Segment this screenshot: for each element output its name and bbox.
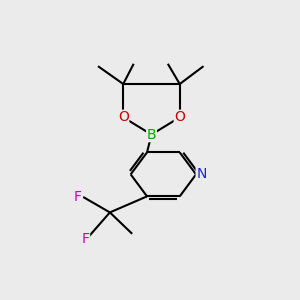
Text: F: F [82,232,89,246]
Text: F: F [74,190,82,204]
Text: O: O [118,110,129,124]
Text: B: B [147,128,156,142]
Text: N: N [196,167,207,182]
Text: O: O [174,110,185,124]
